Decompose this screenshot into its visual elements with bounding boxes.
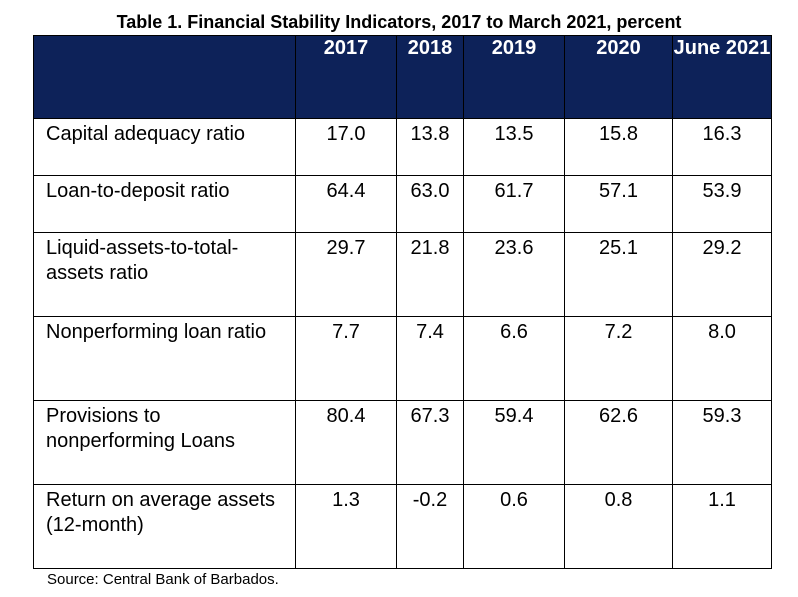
row-label: Provisions to nonperforming Loans xyxy=(33,400,296,485)
table-row: Provisions to nonperforming Loans 80.4 6… xyxy=(33,400,772,485)
table-cell: 7.7 xyxy=(295,316,397,401)
table-cell: 57.1 xyxy=(564,175,673,233)
row-label: Nonperforming loan ratio xyxy=(33,316,296,401)
table-row: Liquid-assets-to-total-assets ratio 29.7… xyxy=(33,232,772,317)
table-cell: -0.2 xyxy=(396,484,464,569)
header-row: 2017 2018 2019 2020 June 2021 xyxy=(33,35,772,119)
row-label: Capital adequacy ratio xyxy=(33,118,296,176)
table-row: Return on average assets (12-month) 1.3 … xyxy=(33,484,772,569)
table-cell: 13.5 xyxy=(463,118,565,176)
column-header: 2019 xyxy=(463,35,565,119)
table-header: 2017 2018 2019 2020 June 2021 xyxy=(33,35,772,119)
table-cell: 8.0 xyxy=(672,316,772,401)
table-row: Capital adequacy ratio 17.0 13.8 13.5 15… xyxy=(33,118,772,176)
column-header: 2020 xyxy=(564,35,673,119)
table-cell: 0.8 xyxy=(564,484,673,569)
column-header: 2018 xyxy=(396,35,464,119)
table-title: Table 1. Financial Stability Indicators,… xyxy=(116,12,682,32)
table-cell: 0.6 xyxy=(463,484,565,569)
table-cell: 29.7 xyxy=(295,232,397,317)
row-label: Return on average assets (12-month) xyxy=(33,484,296,569)
table-cell: 1.1 xyxy=(672,484,772,569)
table-row: Loan-to-deposit ratio 64.4 63.0 61.7 57.… xyxy=(33,175,772,233)
table-cell: 59.4 xyxy=(463,400,565,485)
table-cell: 21.8 xyxy=(396,232,464,317)
column-header: June 2021 xyxy=(672,35,772,119)
table-cell: 15.8 xyxy=(564,118,673,176)
table-cell: 7.4 xyxy=(396,316,464,401)
table-cell: 6.6 xyxy=(463,316,565,401)
row-label: Loan-to-deposit ratio xyxy=(33,175,296,233)
table-cell: 17.0 xyxy=(295,118,397,176)
table-cell: 16.3 xyxy=(672,118,772,176)
table-cell: 63.0 xyxy=(396,175,464,233)
table-cell: 29.2 xyxy=(672,232,772,317)
table-cell: 67.3 xyxy=(396,400,464,485)
header-blank-cell xyxy=(33,35,296,119)
table-cell: 61.7 xyxy=(463,175,565,233)
table-cell: 53.9 xyxy=(672,175,772,233)
table-cell: 80.4 xyxy=(295,400,397,485)
financial-stability-table: 2017 2018 2019 2020 June 2021 Capital ad… xyxy=(33,35,772,569)
table-cell: 7.2 xyxy=(564,316,673,401)
table-cell: 59.3 xyxy=(672,400,772,485)
table-body: Capital adequacy ratio 17.0 13.8 13.5 15… xyxy=(33,118,772,569)
table-cell: 64.4 xyxy=(295,175,397,233)
table-cell: 23.6 xyxy=(463,232,565,317)
table-cell: 62.6 xyxy=(564,400,673,485)
source-note: Source: Central Bank of Barbados. xyxy=(47,571,279,588)
table-cell: 25.1 xyxy=(564,232,673,317)
column-header: 2017 xyxy=(295,35,397,119)
table-cell: 1.3 xyxy=(295,484,397,569)
table-row: Nonperforming loan ratio 7.7 7.4 6.6 7.2… xyxy=(33,316,772,401)
row-label: Liquid-assets-to-total-assets ratio xyxy=(33,232,296,317)
table-cell: 13.8 xyxy=(396,118,464,176)
